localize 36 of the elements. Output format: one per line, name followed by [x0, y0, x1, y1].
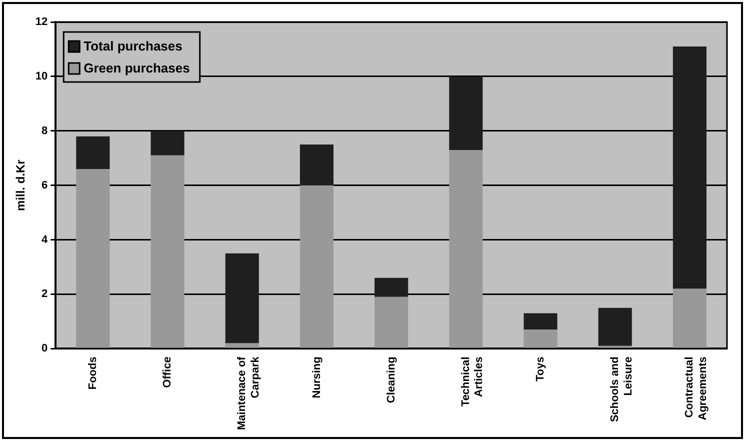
- legend-label: Total purchases: [84, 38, 182, 54]
- bar: [76, 168, 110, 348]
- bar: [150, 155, 184, 348]
- x-tick-label: Maintenace of Carpark: [236, 356, 262, 430]
- y-tick-label: 8: [42, 124, 48, 137]
- y-tick-label: 6: [42, 179, 48, 192]
- x-tick-label: Schools and Leisure: [609, 356, 634, 422]
- y-tick-label: 0: [42, 342, 48, 355]
- legend-label: Green purchases: [84, 60, 190, 76]
- x-tick-label: Technical Articles: [460, 356, 486, 407]
- bar: [374, 278, 408, 297]
- bar: [300, 144, 334, 186]
- y-tick-label: 2: [42, 288, 48, 300]
- bar: [374, 296, 408, 348]
- x-tick-label: Foods: [86, 356, 99, 390]
- bar: [76, 136, 110, 169]
- x-tick-label: Contractual Agreements: [684, 356, 709, 420]
- bar: [449, 76, 483, 150]
- bar: [150, 130, 184, 156]
- x-tick-label: Office: [162, 356, 174, 388]
- y-tick-label: 4: [42, 234, 49, 246]
- bar: [300, 185, 334, 348]
- bar: [524, 313, 558, 330]
- x-tick-label: Nursing: [310, 356, 323, 398]
- bar: [672, 288, 706, 348]
- bar: [449, 150, 483, 348]
- y-tick-label: 12: [35, 16, 48, 28]
- bar: [672, 46, 706, 289]
- bar: [225, 343, 259, 348]
- bar: [598, 308, 632, 346]
- x-tick-label: Cleaning: [385, 356, 398, 404]
- y-tick-label: 10: [35, 70, 48, 82]
- y-axis-title: mill. d.Kr: [14, 159, 28, 211]
- x-tick-label: Toys: [534, 356, 547, 382]
- bar: [225, 253, 259, 344]
- bar: [524, 330, 558, 348]
